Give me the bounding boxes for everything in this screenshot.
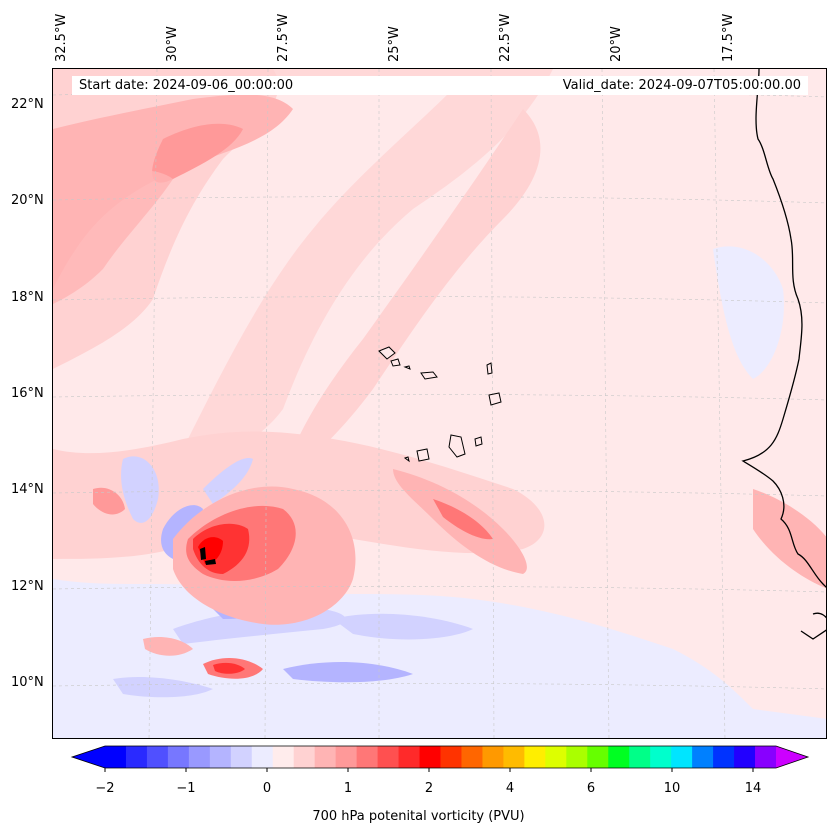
lat-label-14n: 14°N (11, 482, 44, 497)
lat-label-22n: 22°N (11, 97, 44, 112)
colorbar-cell (692, 746, 714, 768)
pv-field-north-band (143, 69, 553, 453)
colorbar-cell (209, 746, 232, 768)
pv-vortex-center (200, 547, 216, 565)
lat-label-20n: 20°N (11, 193, 44, 208)
pv-field-blue-west-arm (121, 456, 159, 523)
colorbar-cell (440, 746, 462, 768)
west-africa-coastline (741, 69, 826, 640)
lon-label-17-5w: 17.5°W (721, 13, 736, 62)
colorbar-tick-label: 6 (586, 781, 596, 796)
lon-label-30w: 30°W (165, 26, 180, 62)
colorbar-cell (146, 746, 169, 768)
pv-field-upper-red-core (152, 123, 243, 183)
vorticity-map (53, 69, 826, 738)
colorbar-cell (524, 746, 546, 768)
colorbar-outline (70, 745, 810, 769)
lon-label-25w: 25°W (387, 26, 402, 62)
colorbar-cell (272, 746, 295, 768)
colorbar-cell (251, 746, 274, 768)
colorbar-cell (734, 746, 756, 768)
pv-coastal-red (753, 489, 826, 589)
lat-label-10n: 10°N (11, 675, 44, 690)
colorbar-cell (398, 746, 421, 768)
colorbar-cell (230, 746, 253, 768)
colorbar-cell (335, 746, 358, 768)
colorbar-cell (419, 746, 441, 768)
pv-east-streak-inner (433, 499, 493, 540)
valid-date-label: Valid_date: 2024-09-07T05:00:00.00 (562, 78, 801, 93)
colorbar-cell (650, 746, 672, 768)
colorbar-cell (125, 746, 148, 768)
lon-label-32-5w: 32.5°W (54, 13, 69, 62)
pv-field-blue-streak-3 (333, 613, 473, 640)
pv-field-mid-red-strip (53, 170, 173, 304)
colorbar-cell (671, 746, 693, 768)
start-date-label: Start date: 2024-09-06_00:00:00 (79, 78, 294, 93)
pv-field-blue-east (713, 246, 784, 379)
graticule (53, 69, 826, 738)
colorbar-cell (167, 746, 190, 768)
pv-field-blue-southwest (113, 677, 213, 698)
pv-field-blue-streak-4 (283, 662, 413, 683)
colorbar-cell (356, 746, 379, 768)
lat-label-18n: 18°N (11, 290, 44, 305)
lat-label-16n: 16°N (11, 386, 44, 401)
lon-label-27-5w: 27.5°W (276, 13, 291, 62)
colorbar-cell (755, 746, 777, 768)
colorbar-extend-low (72, 746, 105, 768)
colorbar-tick-label: 10 (663, 781, 681, 796)
colorbar-cell (629, 746, 651, 768)
colorbar-tick-label: 2 (424, 781, 434, 796)
colorbar-cell (461, 746, 483, 768)
colorbar-cell (105, 746, 127, 768)
pv-field-upper-red (53, 94, 293, 289)
map-frame[interactable] (52, 68, 827, 739)
colorbar-tick-label: −1 (176, 781, 196, 796)
colorbar-cell (545, 746, 567, 768)
pv-red-streak-west (93, 487, 125, 515)
colorbar-cell (314, 746, 337, 768)
colorbar-cell (503, 746, 525, 768)
colorbar-tick-label: −2 (95, 781, 115, 796)
pv-red-streak-south-core (213, 662, 245, 674)
colorbar-cell (608, 746, 630, 768)
cabo-verde-islands (378, 346, 502, 463)
colorbar-tick-label: 1 (343, 781, 353, 796)
pv-red-streak-southwest (143, 637, 193, 656)
pv-field-diagonal-streak (283, 109, 541, 479)
colorbar-cell (587, 746, 609, 768)
colorbar-tick-label: 0 (262, 781, 272, 796)
lon-label-20w: 20°W (609, 26, 624, 62)
colorbar-tick-label: 4 (505, 781, 515, 796)
colorbar-extend-high (776, 746, 808, 768)
date-banner: Start date: 2024-09-06_00:00:00 Valid_da… (72, 76, 808, 95)
colorbar-cell (188, 746, 211, 768)
pv-field-blue-band (53, 579, 826, 738)
lon-label-22-5w: 22.5°W (498, 13, 513, 62)
colorbar-cell (713, 746, 735, 768)
colorbar-cell (566, 746, 588, 768)
lat-label-12n: 12°N (11, 579, 44, 594)
colorbar-cell (482, 746, 504, 768)
colorbar-cell (293, 746, 316, 768)
colorbar-label: 700 hPa potenital vorticity (PVU) (312, 809, 525, 824)
colorbar-cell (377, 746, 400, 768)
pv-field-blue-arm-north (203, 458, 253, 504)
colorbar-tick-label: 14 (744, 781, 762, 796)
